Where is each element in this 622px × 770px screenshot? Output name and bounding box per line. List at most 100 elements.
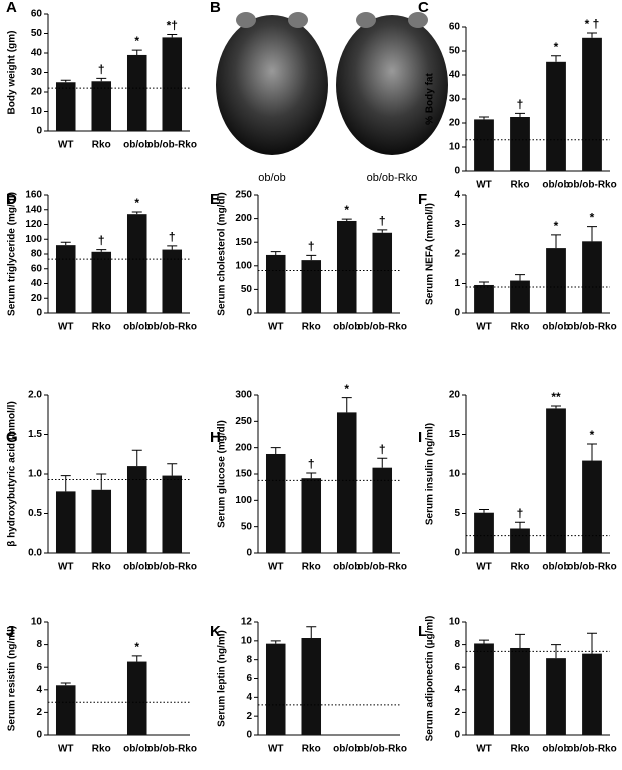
- bar: [510, 280, 530, 313]
- y-tick-label: 0: [36, 126, 42, 137]
- bar: [162, 37, 183, 131]
- y-tick-label: 4: [36, 684, 42, 695]
- bar: [582, 37, 602, 171]
- y-tick-label: 60: [449, 22, 461, 33]
- y-tick-label: 2: [454, 249, 460, 260]
- bar: [546, 658, 566, 735]
- x-tick-label: ob/ob: [123, 562, 150, 573]
- y-tick-label: 0.5: [28, 508, 42, 519]
- y-tick-label: 10: [449, 617, 461, 628]
- significance-mark: †: [379, 442, 386, 456]
- y-axis-label: Serum glucose (mg/dl): [217, 420, 228, 528]
- y-tick-label: 1.0: [28, 469, 42, 480]
- x-tick-label: WT: [268, 562, 284, 573]
- error-bar: [131, 655, 142, 662]
- bar: [510, 528, 530, 553]
- x-tick-label: ob/ob-Rko: [148, 744, 197, 755]
- error-bar: [60, 475, 71, 492]
- x-tick-label: WT: [476, 322, 492, 333]
- bar: [301, 260, 322, 313]
- panel-letter: J: [6, 623, 14, 640]
- x-tick-label: WT: [476, 180, 492, 191]
- panel-letter: H: [210, 429, 221, 446]
- image-label: ob/ob: [258, 172, 286, 184]
- error-bar: [377, 457, 388, 468]
- error-bar: [515, 274, 525, 281]
- y-tick-label: 50: [31, 28, 43, 39]
- bar: [372, 467, 393, 553]
- error-bar: [479, 116, 489, 120]
- y-tick-label: 150: [235, 237, 252, 248]
- bar: [126, 214, 147, 313]
- y-tick-label: 8: [36, 639, 42, 650]
- significance-mark: †: [98, 63, 105, 77]
- y-tick-label: 6: [454, 662, 460, 673]
- y-axis-label: Serum NEFA (mmol/l): [425, 203, 436, 305]
- x-tick-label: ob/ob: [333, 744, 360, 755]
- y-tick-label: 100: [235, 495, 252, 506]
- x-tick-label: WT: [58, 322, 74, 333]
- error-bar: [60, 682, 71, 686]
- y-tick-label: 0: [454, 166, 460, 177]
- bar: [474, 119, 494, 171]
- y-tick-label: 0: [246, 730, 252, 741]
- bar: [582, 653, 602, 735]
- y-tick-label: 80: [31, 249, 43, 260]
- bar: [126, 54, 147, 132]
- mouse-body: [216, 15, 328, 155]
- significance-mark: **: [551, 390, 561, 404]
- mouse-ear: [356, 12, 376, 28]
- bar: [301, 478, 322, 553]
- significance-mark: *: [554, 40, 559, 54]
- error-bar: [587, 632, 597, 654]
- x-tick-label: ob/ob: [123, 744, 150, 755]
- x-tick-label: ob/ob-Rko: [358, 562, 407, 573]
- x-tick-label: WT: [58, 140, 74, 151]
- x-tick-label: ob/ob-Rko: [567, 322, 616, 333]
- significance-mark: *: [134, 34, 139, 48]
- y-tick-label: 6: [246, 673, 252, 684]
- y-tick-label: 100: [235, 260, 252, 271]
- x-tick-label: ob/ob: [333, 562, 360, 573]
- y-axis-label: β hydroxybutyric acid (mmol/l): [7, 401, 18, 547]
- bar: [91, 489, 112, 553]
- y-axis-label: Serum triglyceride (mg/dl): [7, 192, 18, 316]
- y-tick-label: 4: [454, 190, 460, 201]
- bar: [91, 251, 112, 313]
- y-axis-label: Serum insulin (ng/ml): [425, 423, 436, 525]
- panel-letter: D: [6, 191, 17, 208]
- y-tick-label: 50: [449, 46, 461, 57]
- significance-mark: *: [134, 196, 139, 210]
- y-tick-label: 200: [235, 213, 252, 224]
- error-bar: [479, 639, 489, 644]
- x-tick-label: Rko: [511, 180, 530, 191]
- y-tick-label: 60: [31, 263, 43, 274]
- panel-letter: K: [210, 623, 221, 640]
- y-tick-label: 2: [36, 707, 42, 718]
- significance-mark: *†: [167, 19, 178, 33]
- y-tick-label: 20: [31, 87, 43, 98]
- bar: [582, 241, 602, 313]
- error-bar: [96, 249, 107, 252]
- x-tick-label: Rko: [302, 562, 321, 573]
- significance-mark: †: [308, 457, 315, 471]
- y-tick-label: 8: [246, 654, 252, 665]
- y-tick-label: 10: [449, 469, 461, 480]
- x-tick-label: WT: [58, 744, 74, 755]
- x-tick-label: Rko: [92, 744, 111, 755]
- error-bar: [377, 229, 388, 233]
- bar: [474, 284, 494, 313]
- error-bar: [306, 626, 317, 639]
- bar: [582, 460, 602, 553]
- bar: [336, 412, 357, 553]
- y-tick-label: 20: [449, 390, 461, 401]
- error-bar: [587, 32, 597, 38]
- significance-mark: *: [344, 203, 349, 217]
- y-tick-label: 40: [449, 70, 461, 81]
- y-axis-label: % Body fat: [425, 72, 436, 124]
- y-axis-label: Serum adiponectin (µg/ml): [425, 616, 436, 742]
- error-bar: [306, 254, 317, 261]
- y-tick-label: 6: [36, 662, 42, 673]
- error-bar: [341, 397, 352, 413]
